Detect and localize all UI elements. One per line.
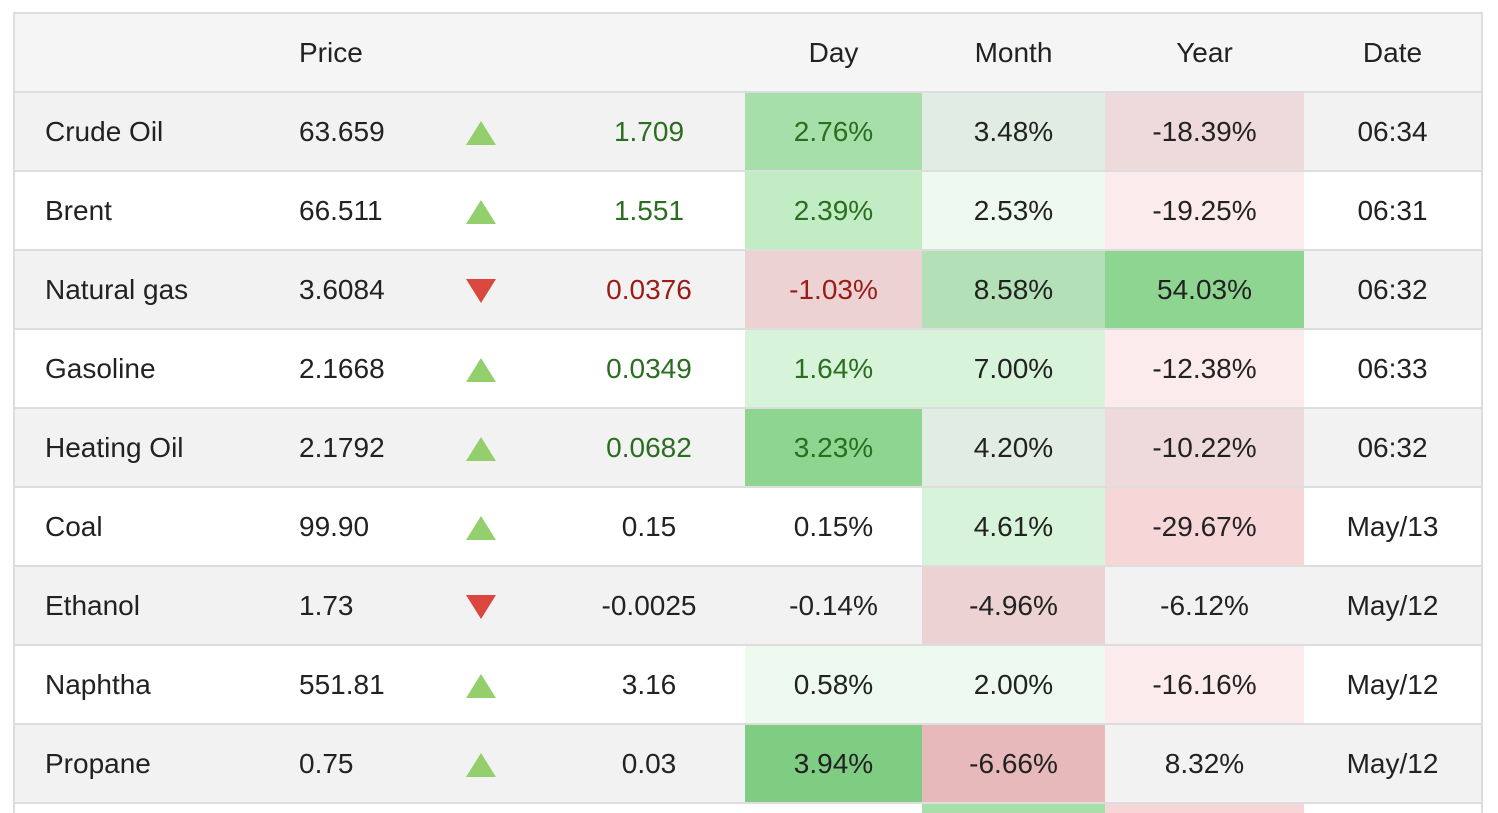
- quote-date: 06:32: [1304, 250, 1481, 329]
- table-row: Gasoline 2.1668 0.0349 1.64% 7.00% -12.3…: [15, 329, 1481, 408]
- quote-date: 06:34: [1304, 92, 1481, 171]
- day-change-pct: 2.76%: [745, 92, 922, 171]
- month-change-pct: 8.58%: [922, 250, 1105, 329]
- arrow-up-icon: [465, 121, 496, 146]
- commodity-name[interactable]: Propane: [15, 724, 268, 803]
- commodity-change: 0.0376: [553, 250, 745, 329]
- header-name: [15, 14, 268, 93]
- table-header-row: Price Day Month Year Date: [15, 14, 1481, 93]
- commodity-change: 0.0349: [553, 329, 745, 408]
- day-change-pct: 3.23%: [745, 408, 922, 487]
- month-change-pct: -4.96%: [922, 566, 1105, 645]
- table-row: Ethanol 1.73 -0.0025 -0.14% -4.96% -6.12…: [15, 566, 1481, 645]
- quote-date: May/13: [1304, 487, 1481, 566]
- table-row: Brent 66.511 1.551 2.39% 2.53% -19.25% 0…: [15, 171, 1481, 250]
- arrow-down-icon: [465, 279, 496, 304]
- commodity-name[interactable]: Gasoline: [15, 329, 268, 408]
- month-change-pct: 4.20%: [922, 408, 1105, 487]
- commodity-change: 0.0682: [553, 408, 745, 487]
- quote-date: May/12: [1304, 566, 1481, 645]
- commodities-table: Price Day Month Year Date Crude Oil 63.6…: [15, 14, 1481, 813]
- commodity-name[interactable]: Crude Oil: [15, 92, 268, 171]
- commodity-change: -0.0025: [553, 566, 745, 645]
- commodity-name[interactable]: Ethanol: [15, 566, 268, 645]
- commodity-price: 3.6084: [268, 250, 438, 329]
- header-arrow: [438, 14, 553, 93]
- arrow-up-icon: [465, 753, 496, 778]
- quote-date: 06:33: [1304, 329, 1481, 408]
- commodity-name[interactable]: Natural gas: [15, 250, 268, 329]
- commodities-table-container: Price Day Month Year Date Crude Oil 63.6…: [13, 12, 1483, 813]
- year-change-pct: -16.16%: [1105, 645, 1304, 724]
- arrow-up-icon: [465, 674, 496, 699]
- header-price[interactable]: Price: [268, 14, 438, 93]
- day-change-pct: 2.39%: [745, 171, 922, 250]
- day-change-pct: -1.03%: [745, 250, 922, 329]
- arrow-down-icon: [465, 595, 496, 620]
- commodity-price: 63.659: [268, 92, 438, 171]
- arrow-up-icon: [465, 516, 496, 541]
- commodity-change: 1.709: [553, 92, 745, 171]
- year-change-pct: -12.38%: [1105, 329, 1304, 408]
- commodity-price: 0.75: [268, 724, 438, 803]
- commodity-price: 66.511: [268, 171, 438, 250]
- year-change-pct: -29.67%: [1105, 487, 1304, 566]
- table-row: Heating Oil 2.1792 0.0682 3.23% 4.20% -1…: [15, 408, 1481, 487]
- table-row-partial: [15, 803, 1481, 813]
- header-change: [553, 14, 745, 93]
- day-change-pct: 1.64%: [745, 329, 922, 408]
- commodity-change: 0.15: [553, 487, 745, 566]
- month-change-pct: -6.66%: [922, 724, 1105, 803]
- month-change-pct: 4.61%: [922, 487, 1105, 566]
- commodity-price: 2.1792: [268, 408, 438, 487]
- commodity-name[interactable]: Coal: [15, 487, 268, 566]
- year-change-pct: 8.32%: [1105, 724, 1304, 803]
- table-row: Coal 99.90 0.15 0.15% 4.61% -29.67% May/…: [15, 487, 1481, 566]
- month-change-pct: 2.53%: [922, 171, 1105, 250]
- arrow-up-icon: [465, 358, 496, 383]
- commodity-name[interactable]: Heating Oil: [15, 408, 268, 487]
- year-change-pct: -18.39%: [1105, 92, 1304, 171]
- day-change-pct: 3.94%: [745, 724, 922, 803]
- table-row: Crude Oil 63.659 1.709 2.76% 3.48% -18.3…: [15, 92, 1481, 171]
- commodity-change: 3.16: [553, 645, 745, 724]
- commodity-price: 1.73: [268, 566, 438, 645]
- commodity-price: 551.81: [268, 645, 438, 724]
- table-row: Natural gas 3.6084 0.0376 -1.03% 8.58% 5…: [15, 250, 1481, 329]
- day-change-pct: 0.15%: [745, 487, 922, 566]
- header-year[interactable]: Year: [1105, 14, 1304, 93]
- table-row: Naphtha 551.81 3.16 0.58% 2.00% -16.16% …: [15, 645, 1481, 724]
- month-change-pct: 7.00%: [922, 329, 1105, 408]
- arrow-up-icon: [465, 437, 496, 462]
- year-change-pct: -6.12%: [1105, 566, 1304, 645]
- year-change-pct: 54.03%: [1105, 250, 1304, 329]
- month-change-pct: 2.00%: [922, 645, 1105, 724]
- quote-date: May/12: [1304, 724, 1481, 803]
- commodity-name[interactable]: Naphtha: [15, 645, 268, 724]
- commodity-change: 0.03: [553, 724, 745, 803]
- day-change-pct: -0.14%: [745, 566, 922, 645]
- header-day[interactable]: Day: [745, 14, 922, 93]
- header-date[interactable]: Date: [1304, 14, 1481, 93]
- commodity-name[interactable]: Brent: [15, 171, 268, 250]
- commodity-change: 1.551: [553, 171, 745, 250]
- commodity-price: 99.90: [268, 487, 438, 566]
- year-change-pct: -19.25%: [1105, 171, 1304, 250]
- quote-date: 06:31: [1304, 171, 1481, 250]
- month-change-pct: 3.48%: [922, 92, 1105, 171]
- year-change-pct: -10.22%: [1105, 408, 1304, 487]
- quote-date: May/12: [1304, 645, 1481, 724]
- header-month[interactable]: Month: [922, 14, 1105, 93]
- table-row: Propane 0.75 0.03 3.94% -6.66% 8.32% May…: [15, 724, 1481, 803]
- commodity-price: 2.1668: [268, 329, 438, 408]
- day-change-pct: 0.58%: [745, 645, 922, 724]
- arrow-up-icon: [465, 200, 496, 225]
- quote-date: 06:32: [1304, 408, 1481, 487]
